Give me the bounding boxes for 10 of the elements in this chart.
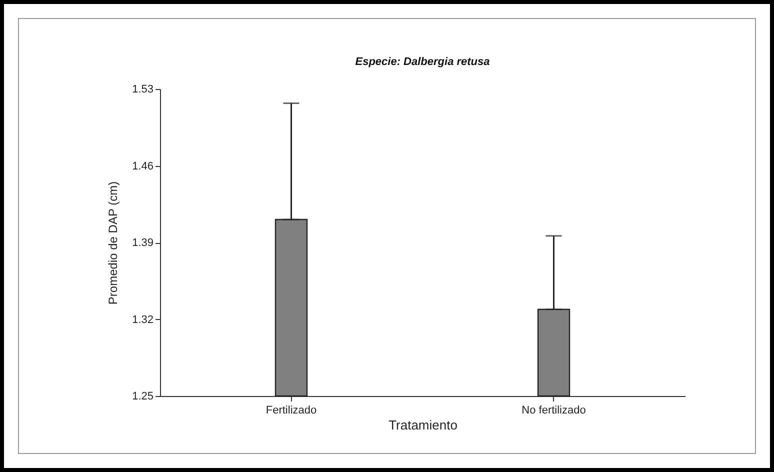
y-tick-label: 1.39 <box>132 237 154 249</box>
y-tick-label: 1.32 <box>132 314 154 326</box>
y-tick-label: 1.25 <box>132 390 154 402</box>
y-axis-title: Promedio de DAP (cm) <box>106 181 120 305</box>
y-tick-label: 1.53 <box>132 84 154 96</box>
x-axis-title: Tratamiento <box>388 418 458 432</box>
y-tick-label: 1.46 <box>132 160 154 172</box>
x-tick-label: Fertilizado <box>266 404 317 416</box>
chart-title: Especie: Dalbergia retusa <box>355 56 490 68</box>
x-tick-label: No fertilizado <box>522 404 586 416</box>
